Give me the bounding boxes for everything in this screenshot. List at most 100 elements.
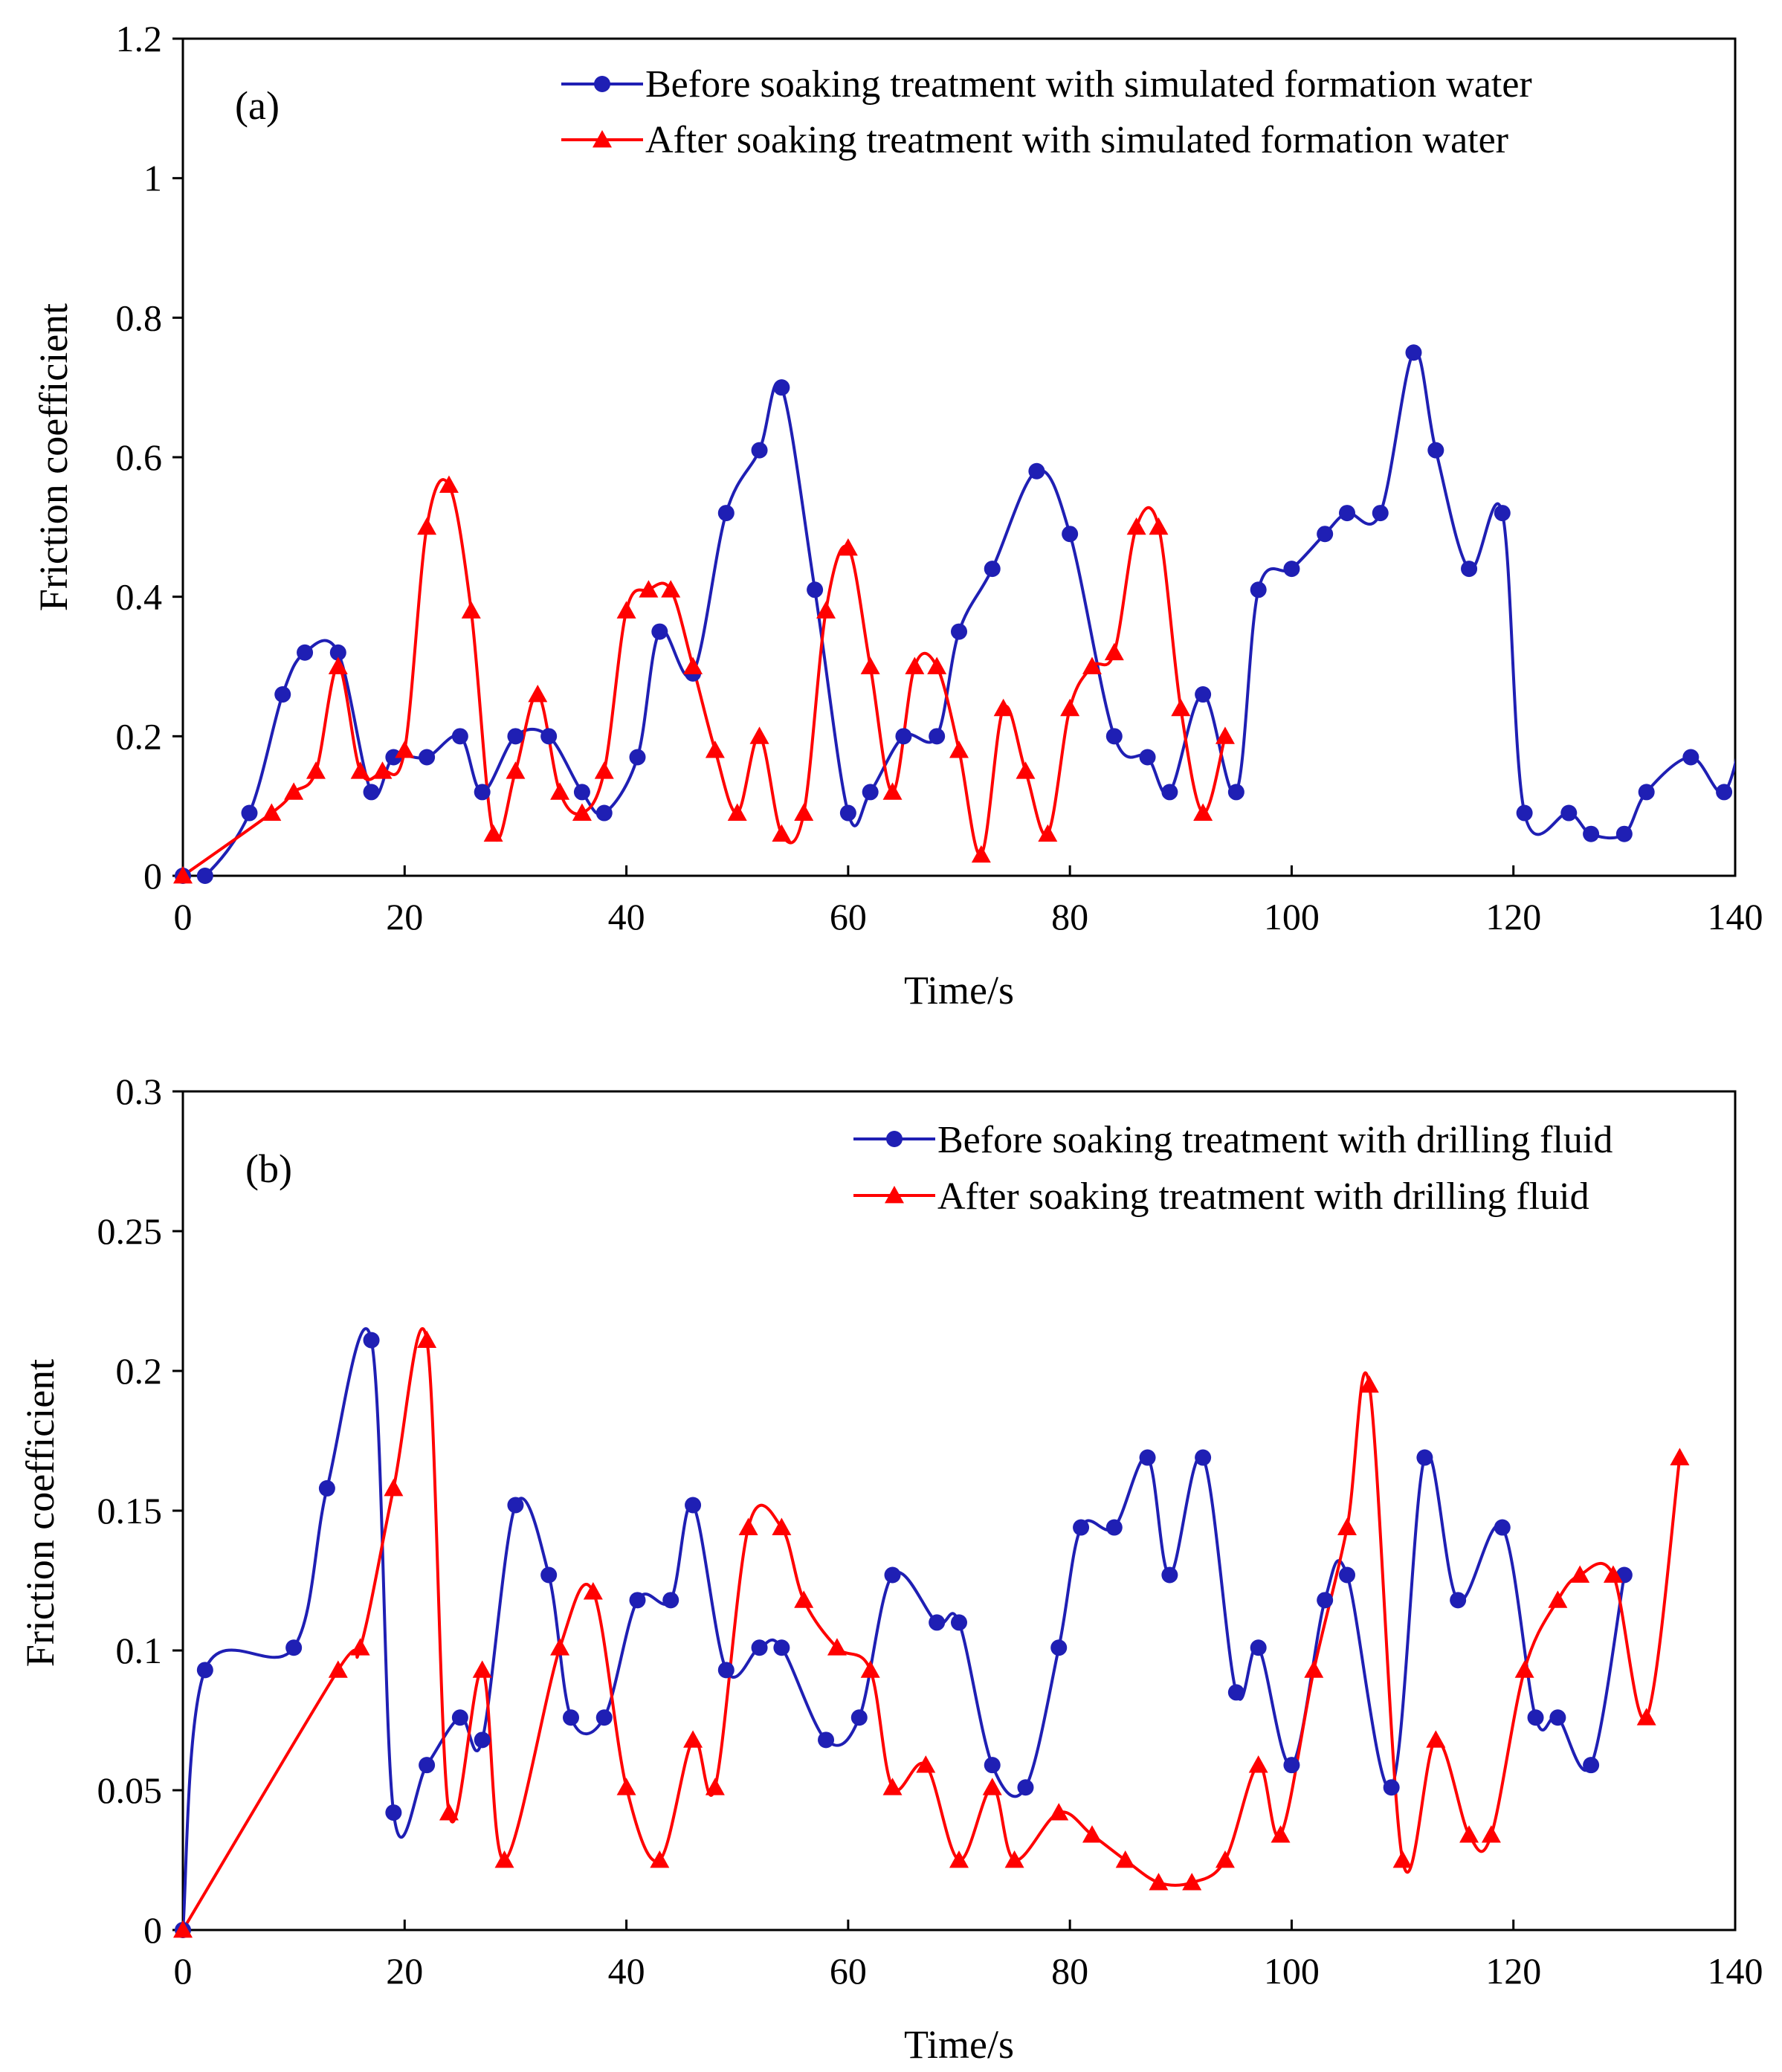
panel-b-after-point bbox=[738, 1517, 758, 1535]
panel-a-before-point bbox=[540, 728, 558, 745]
panel-a-before-point bbox=[1227, 784, 1245, 801]
panel-a-after-point bbox=[328, 656, 348, 674]
panel-b-after-point bbox=[439, 1803, 459, 1821]
panel-b-before-point bbox=[451, 1709, 468, 1726]
panel-a-after-point bbox=[772, 824, 792, 842]
panel-a-after-point bbox=[705, 740, 725, 758]
panel-a-x-axis-title: Time/s bbox=[904, 968, 1014, 1013]
panel-b-before-point bbox=[1450, 1592, 1467, 1609]
panel-b-before-point bbox=[629, 1592, 646, 1609]
panel-b-after-point bbox=[949, 1850, 969, 1868]
panel-a-after-point bbox=[816, 601, 836, 619]
panel-b-legend-marker-after bbox=[885, 1186, 904, 1204]
panel-b-before-point bbox=[1527, 1709, 1544, 1726]
panel-a-before-point bbox=[1283, 561, 1300, 578]
panel-b-before-point bbox=[474, 1731, 491, 1749]
panel-a-y-tick-label: 0.6 bbox=[116, 436, 163, 478]
panel-b-after-point bbox=[1570, 1565, 1590, 1583]
panel-b-after-point bbox=[1271, 1825, 1291, 1843]
panel-b-before-point bbox=[1494, 1519, 1511, 1536]
panel-b-before-point bbox=[751, 1639, 768, 1656]
panel-b-after-point bbox=[1426, 1730, 1446, 1748]
panel-a-legend-label-before: Before soaking treatment with simulated … bbox=[645, 63, 1532, 106]
panel-b-after-point bbox=[384, 1478, 404, 1497]
panel-b-after-point bbox=[860, 1660, 880, 1678]
panel-b-after-point bbox=[1115, 1850, 1135, 1868]
panel-a-before-point bbox=[629, 749, 646, 766]
legend-swatch-marker bbox=[885, 1186, 904, 1204]
panel-b-after-point bbox=[173, 1920, 193, 1938]
panel-b-before-point bbox=[1339, 1566, 1355, 1584]
panel-a-y-tick-label: 1.2 bbox=[116, 18, 163, 59]
panel-b-y-tick-label: 0.15 bbox=[97, 1490, 163, 1532]
panel-b-before-point bbox=[685, 1497, 702, 1514]
panel-b-before-point bbox=[773, 1639, 790, 1656]
panel-b-x-tick-label: 20 bbox=[386, 1950, 423, 1992]
panel-a-before-point bbox=[595, 804, 613, 822]
panel-a-x-tick-label: 100 bbox=[1264, 896, 1320, 937]
panel-a-before-point bbox=[1560, 804, 1578, 822]
panel-b-after-point bbox=[1049, 1803, 1069, 1821]
panel-b-y-tick-label: 0.3 bbox=[116, 1071, 163, 1112]
panel-a-before-point bbox=[717, 505, 735, 522]
panel-b-before-point bbox=[929, 1614, 946, 1631]
panel-b-after-point bbox=[1636, 1708, 1656, 1726]
panel-b-before-point bbox=[196, 1662, 213, 1679]
panel-a-after-point bbox=[927, 656, 947, 674]
panel-b-after-point bbox=[705, 1778, 725, 1795]
panel-a-after-point bbox=[572, 803, 592, 821]
panel-a-after-point bbox=[372, 761, 393, 779]
panel-b-chart: 0 20 40 60 80 100 120 140 0 0.05 0.1 0.15 0.2 0.25 0.3… bbox=[18, 1071, 1763, 2067]
panel-a-before-point bbox=[241, 804, 258, 822]
panel-b-before-point bbox=[1416, 1449, 1433, 1466]
panel-a-y-tick-label: 0.4 bbox=[116, 576, 163, 618]
panel-b-y-axis-title: Friction coefficient bbox=[18, 1359, 62, 1667]
panel-b-before-point bbox=[540, 1566, 558, 1584]
panel-a-before-point bbox=[984, 561, 1001, 578]
panel-b-x-tick-label: 100 bbox=[1264, 1950, 1320, 1992]
panel-a-legend-marker-after bbox=[593, 130, 612, 148]
panel-a-before-point bbox=[773, 379, 790, 396]
panel-a-before-point bbox=[1250, 581, 1267, 598]
panel-b-legend-marker-before bbox=[886, 1131, 903, 1147]
panel-b-after-point bbox=[494, 1850, 514, 1868]
panel-b-series-before-line bbox=[183, 1327, 1626, 1930]
panel-b-before-point bbox=[1549, 1709, 1566, 1726]
panel-b-after-point bbox=[1392, 1850, 1413, 1868]
panel-b-legend-label-before: Before soaking treatment with drilling f… bbox=[937, 1119, 1612, 1161]
legend-swatch-marker bbox=[594, 76, 610, 92]
panel-a-before-point bbox=[474, 784, 491, 801]
panel-b-before-point bbox=[363, 1332, 380, 1349]
panel-b-x-tick-label: 60 bbox=[830, 1950, 867, 1992]
panel-a-after-point bbox=[1215, 726, 1235, 744]
panel-b-x-tick-label: 140 bbox=[1708, 1950, 1763, 1992]
panel-b-after-point bbox=[1359, 1375, 1379, 1393]
panel-a-before-point bbox=[807, 581, 824, 598]
panel-b-after-point bbox=[827, 1638, 847, 1656]
panel-a-before-point bbox=[895, 728, 912, 745]
panel-a-before-point bbox=[1427, 442, 1444, 459]
panel-a-x-tick-label: 20 bbox=[386, 896, 423, 937]
panel-a-after-point bbox=[661, 580, 681, 598]
panel-b-label: (b) bbox=[245, 1146, 292, 1191]
panel-b-after-point bbox=[616, 1778, 636, 1795]
panel-a-after-point bbox=[616, 601, 636, 619]
panel-b-after-point bbox=[683, 1730, 703, 1748]
panel-b-after-point bbox=[472, 1660, 492, 1678]
panel-a-before-point bbox=[929, 728, 946, 745]
panel-a-after-point bbox=[1060, 698, 1080, 717]
panel-a-after-point bbox=[838, 538, 858, 556]
panel-a-before-point bbox=[1062, 526, 1079, 543]
panel-a-after-point bbox=[860, 656, 880, 674]
panel-a-before-point bbox=[1638, 784, 1655, 801]
panel-b-before-point bbox=[884, 1566, 901, 1584]
panel-b-before-point bbox=[1139, 1449, 1156, 1466]
panel-a-after-point bbox=[1126, 517, 1146, 535]
panel-b-after-point bbox=[417, 1330, 437, 1349]
panel-a-before-point bbox=[329, 644, 346, 661]
panel-b-before-point bbox=[1583, 1757, 1600, 1774]
panel-a-after-point bbox=[461, 601, 481, 619]
panel-b-after-point bbox=[1548, 1590, 1568, 1608]
panel-b-before-point bbox=[419, 1757, 436, 1774]
